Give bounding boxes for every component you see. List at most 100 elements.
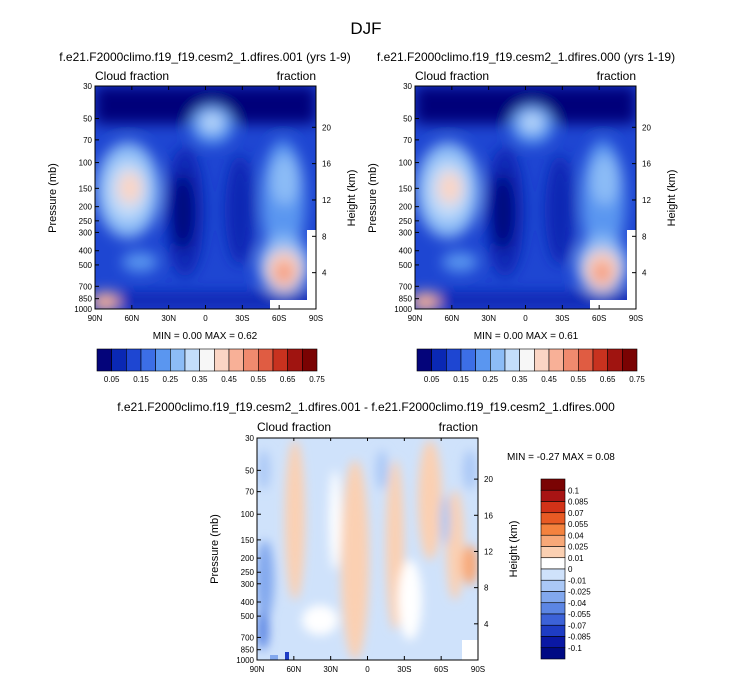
x-tick-label: 60S bbox=[272, 314, 286, 323]
colorbar-swatch bbox=[475, 348, 491, 372]
colorbar-swatch bbox=[540, 534, 566, 547]
left-label: Cloud fraction bbox=[95, 69, 169, 83]
x-ticks: 90N 60N 30N 0 30S 60S 90S bbox=[250, 438, 485, 674]
y-tick-label: 150 bbox=[79, 184, 93, 193]
y-tick-label: 400 bbox=[79, 247, 93, 256]
y-tick-label: 30 bbox=[245, 434, 254, 443]
height-tick-label: 16 bbox=[322, 160, 331, 169]
y-tick-label: 70 bbox=[403, 136, 412, 145]
height-ticks: 20 16 12 8 4 bbox=[474, 475, 493, 629]
y-tick-label: 50 bbox=[403, 114, 412, 123]
height-tick-label: 4 bbox=[322, 269, 327, 278]
colorbar-swatch bbox=[540, 624, 566, 637]
colorbar-swatch bbox=[540, 546, 566, 559]
x-tick-label: 0 bbox=[365, 665, 370, 674]
colorbar-label: -0.055 bbox=[568, 610, 591, 619]
y-tick-label: 700 bbox=[241, 633, 255, 642]
y-tick-label: 200 bbox=[79, 203, 93, 212]
colorbar-label: -0.01 bbox=[568, 576, 587, 585]
colorbar-swatch bbox=[540, 647, 566, 660]
height-ticks: 20 16 12 8 4 bbox=[632, 123, 651, 278]
colorbar: 0.05 0.15 0.25 0.35 0.45 0.55 0.65 0.75 bbox=[416, 348, 645, 384]
colorbar-label: -0.085 bbox=[568, 633, 591, 642]
y-tick-label: 500 bbox=[399, 261, 413, 270]
y-tick-label: 100 bbox=[79, 159, 93, 168]
y-tick-label: 30 bbox=[403, 82, 412, 91]
height-tick-label: 16 bbox=[484, 511, 493, 520]
colorbar: 0.1 0.085 0.07 0.055 0.04 0.025 0.01 0 -0.01 -0.0… bbox=[540, 478, 591, 660]
y-axis-right-label: Height (km) bbox=[666, 170, 678, 227]
x-tick-label: 60S bbox=[434, 665, 448, 674]
colorbar-label: 0.35 bbox=[192, 375, 208, 384]
colorbar-label: 0.15 bbox=[133, 375, 149, 384]
y-tick-label: 300 bbox=[399, 228, 413, 237]
colorbar-swatch bbox=[140, 348, 156, 372]
y-tick-label: 150 bbox=[241, 536, 255, 545]
y-tick-label: 1000 bbox=[394, 305, 412, 314]
y-tick-label: 500 bbox=[241, 612, 255, 621]
right-label: fraction bbox=[439, 420, 478, 434]
x-tick-label: 30S bbox=[397, 665, 411, 674]
stats-text: MIN = -0.27 MAX = 0.08 bbox=[507, 452, 615, 463]
y-axis-label: Pressure (mb) bbox=[209, 514, 221, 584]
colorbar-swatch bbox=[490, 348, 506, 372]
y-tick-label: 300 bbox=[241, 580, 255, 589]
colorbar-swatch bbox=[540, 523, 566, 536]
y-tick-label: 400 bbox=[241, 598, 255, 607]
colorbar-swatch bbox=[287, 348, 303, 372]
colorbar-swatch bbox=[416, 348, 432, 372]
colorbar-swatch bbox=[540, 579, 566, 592]
colorbar-swatch bbox=[519, 348, 535, 372]
height-ticks: 20 16 12 8 4 bbox=[312, 123, 331, 278]
x-tick-label: 60N bbox=[124, 314, 139, 323]
colorbar: 0.05 0.15 0.25 0.35 0.45 0.55 0.65 0.75 bbox=[96, 348, 325, 384]
x-tick-label: 30N bbox=[161, 314, 176, 323]
colorbar-swatch bbox=[155, 348, 171, 372]
y-tick-label: 700 bbox=[399, 282, 413, 291]
colorbar-swatch bbox=[548, 348, 564, 372]
stats-text: MIN = 0.00 MAX = 0.61 bbox=[474, 331, 579, 342]
panel-top-right: f.e21.F2000climo.f19_f19.cesm2_1.dfires.… bbox=[367, 50, 678, 384]
y-tick-label: 30 bbox=[83, 82, 92, 91]
y-tick-label: 300 bbox=[79, 228, 93, 237]
colorbar-label: -0.07 bbox=[568, 621, 587, 630]
x-tick-label: 30S bbox=[555, 314, 569, 323]
colorbar-label: 0.45 bbox=[221, 375, 237, 384]
colorbar-label: 0.05 bbox=[424, 375, 440, 384]
left-label: Cloud fraction bbox=[415, 69, 489, 83]
colorbar-swatch bbox=[540, 501, 566, 514]
height-tick-label: 20 bbox=[484, 475, 493, 484]
x-tick-label: 90N bbox=[88, 314, 103, 323]
x-tick-label: 60N bbox=[444, 314, 459, 323]
colorbar-swatch bbox=[243, 348, 259, 372]
height-tick-label: 4 bbox=[484, 620, 489, 629]
colorbar-swatch bbox=[170, 348, 186, 372]
colorbar-swatch bbox=[540, 478, 566, 491]
colorbar-label: -0.1 bbox=[568, 644, 582, 653]
x-tick-label: 30N bbox=[323, 665, 338, 674]
y-tick-label: 700 bbox=[79, 282, 93, 291]
x-tick-label: 90S bbox=[471, 665, 485, 674]
y-tick-label: 850 bbox=[399, 295, 413, 304]
colorbar-label: 0.04 bbox=[568, 531, 584, 540]
colorbar-label: 0.55 bbox=[251, 375, 267, 384]
x-tick-label: 60N bbox=[286, 665, 301, 674]
colorbar-swatch bbox=[214, 348, 230, 372]
colorbar-label: 0.05 bbox=[104, 375, 120, 384]
y-tick-label: 70 bbox=[83, 136, 92, 145]
y-tick-label: 400 bbox=[399, 247, 413, 256]
colorbar-label: 0.25 bbox=[483, 375, 499, 384]
height-tick-label: 20 bbox=[322, 123, 331, 132]
colorbar-label: 0.15 bbox=[453, 375, 469, 384]
colorbar-label: -0.04 bbox=[568, 599, 587, 608]
colorbar-swatch bbox=[540, 557, 566, 570]
x-tick-label: 30N bbox=[481, 314, 496, 323]
colorbar-label: 0.55 bbox=[571, 375, 587, 384]
right-label: fraction bbox=[277, 69, 316, 83]
x-tick-label: 0 bbox=[523, 314, 528, 323]
colorbar-swatch bbox=[540, 613, 566, 626]
